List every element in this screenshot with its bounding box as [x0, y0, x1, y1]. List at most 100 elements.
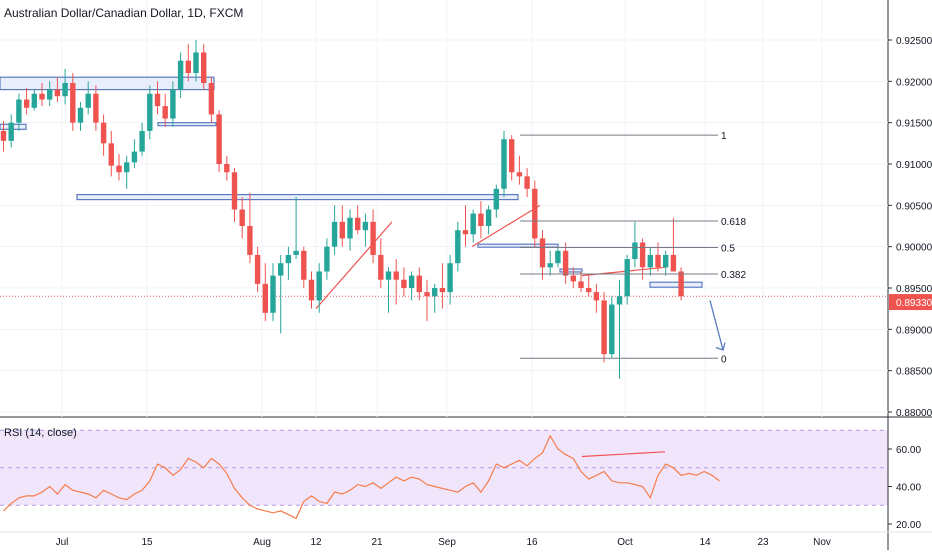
candle-body [147, 93, 153, 131]
trendline-aug [315, 221, 393, 310]
candle-body [23, 99, 30, 108]
fib-retracement[interactable]: 1 0.618 0.5 0.382 0 [520, 131, 746, 365]
support-box-right [649, 281, 703, 288]
support-box-oct [559, 268, 583, 273]
time-tick-label: Aug [253, 537, 271, 548]
price-tick-label: 0.88000 [896, 408, 932, 419]
candle-body [455, 230, 461, 264]
candle-body [347, 217, 353, 239]
candle-body [131, 151, 138, 163]
candle-body [70, 82, 76, 123]
candle-body [509, 139, 515, 173]
price-axis[interactable]: 0.92500 0.92000 0.91500 0.91000 0.90500 0.900… [888, 36, 932, 531]
candle-body [378, 254, 384, 280]
candle-body [93, 93, 99, 123]
candle-body [562, 250, 569, 276]
candle-body [478, 213, 484, 226]
candle-body [85, 93, 91, 108]
candle-body [655, 254, 661, 268]
time-tick-label: 15 [141, 537, 153, 548]
candle-body [170, 89, 176, 119]
candle-body [278, 263, 284, 276]
candle-body [501, 139, 507, 189]
time-tick-label: Oct [617, 537, 633, 548]
candle-body [624, 259, 630, 297]
rsi-label: RSI (14, close) [4, 427, 77, 439]
time-tick-label: 16 [526, 537, 538, 548]
time-tick-label: Sep [438, 537, 456, 548]
candle-body [100, 122, 107, 144]
candle-body [339, 221, 345, 239]
candle-body [462, 230, 469, 235]
candle-body [62, 82, 68, 97]
candle-body [355, 217, 361, 231]
time-tick-label: 23 [757, 537, 769, 548]
candle-body [331, 221, 338, 247]
rsi-tick-label: 60.00 [896, 445, 921, 456]
candle-body [424, 292, 430, 297]
price-tick-label: 0.89000 [896, 325, 932, 336]
candle-body [416, 275, 422, 293]
candle-body [639, 242, 646, 268]
candle-body [31, 93, 37, 108]
rsi-indicator [0, 429, 888, 520]
candle-body [16, 99, 22, 123]
time-tick-label: 14 [699, 537, 711, 548]
rsi-line [3, 434, 720, 520]
candle-body [185, 60, 191, 74]
candle-body [139, 130, 145, 152]
candle-body [632, 242, 638, 260]
candle-body [524, 176, 530, 189]
divergence-line-rsi [581, 451, 666, 458]
support-box-mid [157, 122, 217, 127]
candle-body [224, 164, 230, 173]
candle-body [262, 283, 268, 313]
rsi-tick-label: 40.00 [896, 483, 921, 494]
candle-body [493, 188, 499, 210]
support-box-sep [477, 243, 559, 248]
price-tick-label: 0.92000 [896, 77, 932, 88]
candle-body [0, 130, 7, 141]
candle-body [47, 89, 53, 100]
candle-body [647, 254, 653, 268]
candle-body [670, 254, 677, 272]
candle-body [601, 300, 607, 355]
candle-body [247, 226, 253, 255]
candle-body [193, 52, 199, 74]
candle-body [663, 254, 669, 268]
price-tick-label: 0.90000 [896, 243, 932, 254]
candle-body [116, 165, 122, 173]
candle-body [470, 213, 476, 235]
rsi-tick-label: 20.00 [896, 520, 921, 531]
candle-body [8, 122, 14, 141]
candle-body [439, 288, 446, 293]
candle-body [108, 143, 114, 166]
fib-level-label: 0 [721, 354, 727, 365]
candles [0, 40, 684, 379]
candle-body [254, 254, 261, 284]
candle-body [270, 275, 276, 313]
candle-body [609, 304, 615, 355]
fib-level-label: 0.5 [721, 243, 735, 254]
price-tick-label: 0.88500 [896, 367, 932, 378]
time-axis[interactable]: Jul 15 Aug 12 21 Sep 16 Oct 14 23 Nov [56, 537, 831, 548]
candle-body [162, 106, 168, 119]
candle-body [432, 288, 438, 297]
candle-body [293, 250, 299, 255]
candle-body [316, 271, 322, 301]
candle-body [201, 52, 207, 83]
time-tick-label: Nov [813, 537, 831, 548]
candle-body [216, 114, 222, 164]
candle-body [547, 263, 553, 268]
time-tick-label: 21 [371, 537, 383, 548]
candle-body [408, 275, 415, 288]
candle-body [393, 271, 399, 280]
candle-body [177, 60, 184, 90]
drawings [0, 76, 888, 351]
price-tick-label: 0.90500 [896, 201, 932, 212]
current-price-badge [889, 294, 932, 311]
candle-body [385, 271, 392, 280]
price-tick-label: 0.92500 [896, 36, 932, 47]
